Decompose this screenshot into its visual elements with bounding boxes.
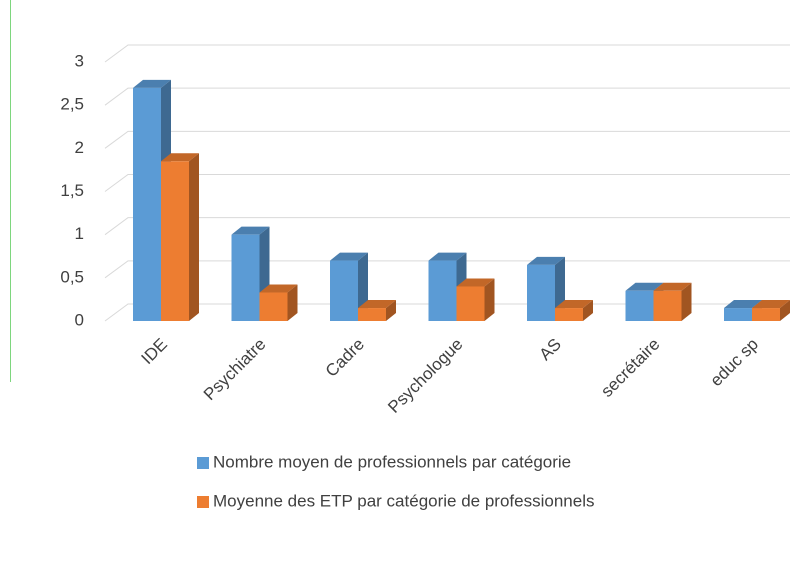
bar-top [653,282,692,291]
bar [653,290,682,321]
bar [555,308,583,321]
grid-line [104,130,790,149]
bar-top [133,79,171,88]
y-tick-label: 1,5 [60,181,84,200]
x-tick-label: Psychiatre [200,335,270,405]
bar-top [358,300,396,309]
bar [161,161,189,321]
bar-top [724,300,762,309]
bar [330,260,358,321]
legend-label: Moyenne des ETP par catégorie de profess… [213,491,594,510]
grid-line [104,217,790,236]
bar-top [752,300,790,309]
bar [724,308,752,321]
bar [259,292,288,321]
bar-top [527,256,565,265]
y-tick-label: 2,5 [60,95,84,114]
bar [456,286,485,321]
grid-line [104,174,790,192]
y-tick-label: 0,5 [60,267,84,286]
bar-top [259,284,298,293]
bar [133,87,161,322]
bar-top [555,300,593,309]
bar-top [428,252,467,261]
bar-top [625,282,664,291]
bar-side [189,153,199,321]
x-tick-label: Psychologue [384,335,466,417]
bar-top [231,226,270,235]
bar [527,264,555,321]
bar-side [287,284,298,321]
x-tick-label: IDE [138,335,171,368]
bar-side [386,300,396,321]
grid-line [104,44,790,63]
bar-top [161,153,199,162]
bar-top [330,252,368,261]
bar [752,308,780,321]
x-tick-label: Cadre [322,335,368,381]
bar [231,234,260,321]
bar [625,290,654,321]
grid-line [104,260,790,279]
x-tick-label: AS [536,335,565,364]
y-tick-label: 2 [75,138,84,157]
grid-line [104,87,790,106]
y-tick-label: 1 [75,224,84,243]
x-tick-label: secrétaire [597,335,663,401]
y-tick-label: 3 [75,51,84,70]
legend-swatch [197,496,209,508]
bar [428,260,457,321]
bar-top [456,278,495,287]
bar-side [681,282,692,321]
x-tick-label: educ sp [706,335,762,391]
bar-side [780,300,790,321]
legend-label: Nombre moyen de professionnels par catég… [213,452,571,471]
bar-side [484,278,495,321]
legend-swatch [197,457,209,469]
y-tick-label: 0 [75,310,84,329]
bar-side [583,300,593,321]
bar [358,308,386,321]
